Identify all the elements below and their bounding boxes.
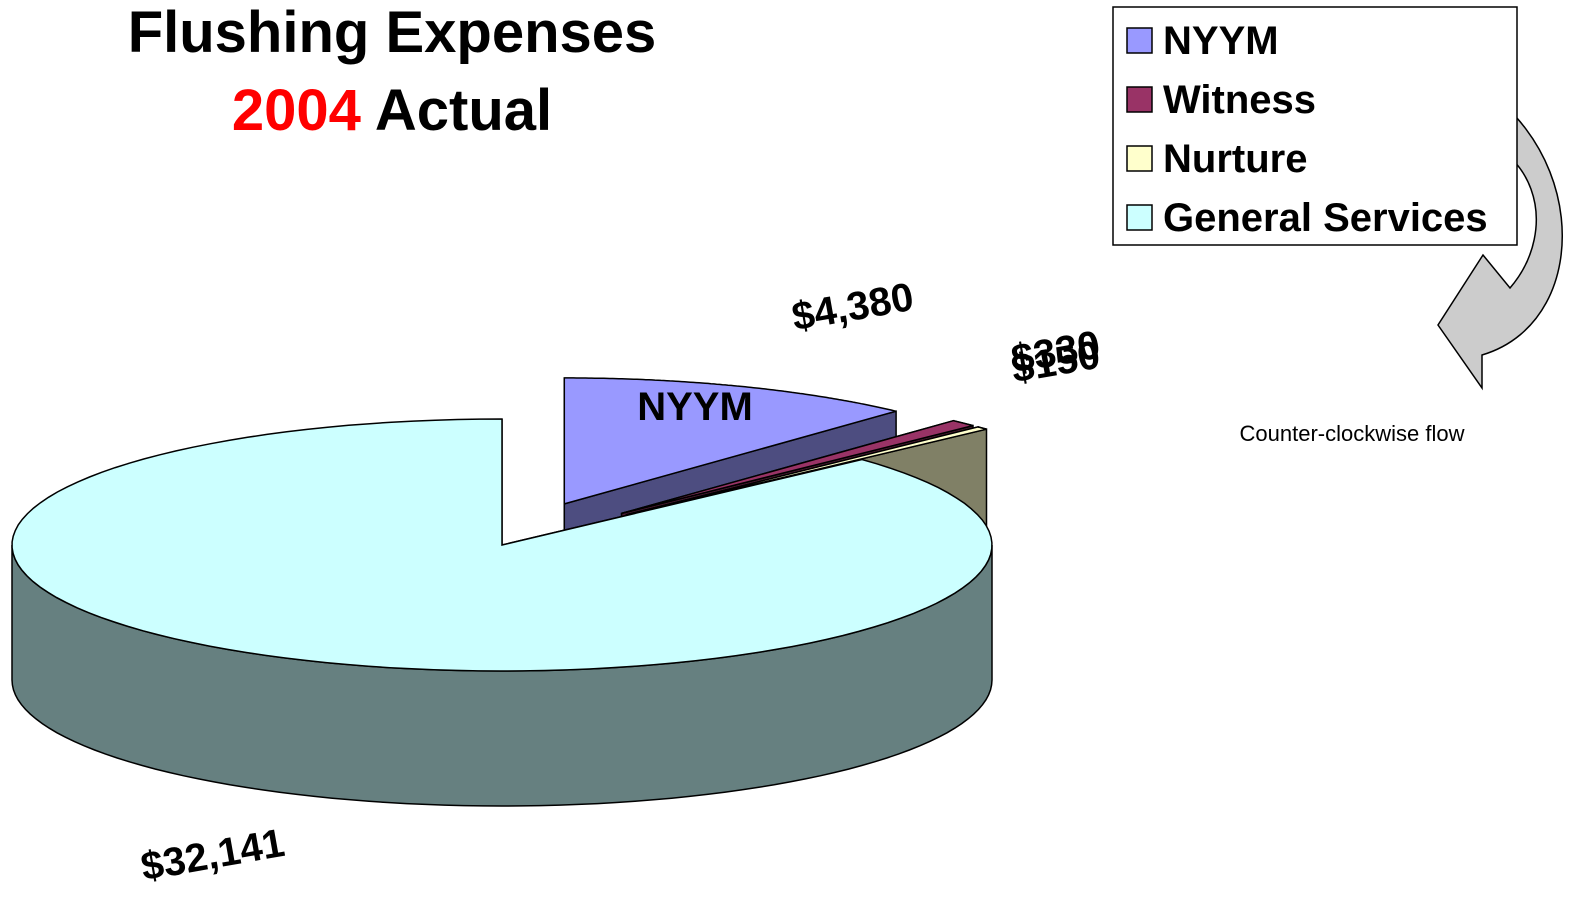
slice	[626, 426, 987, 516]
legend-label: General Services	[1163, 196, 1488, 240]
value-label: $4,380	[789, 275, 917, 340]
chart-title: Flushing Expenses	[128, 0, 657, 65]
slice-label: NYYM	[637, 385, 753, 429]
legend-swatch	[1126, 145, 1153, 172]
subtitle-text: Actual	[375, 78, 552, 143]
legend-box	[1112, 6, 1518, 246]
slice	[621, 419, 974, 515]
annotation: Counter-clockwise flow	[1240, 421, 1465, 446]
value-label: $32,141	[138, 821, 288, 889]
legend-swatch	[1126, 204, 1153, 231]
legend: NYYM Witness Nurture General Services	[1112, 6, 1518, 246]
legend-swatch	[1126, 86, 1153, 113]
slice	[11, 418, 993, 672]
legend-label: Witness	[1163, 78, 1316, 122]
slice	[563, 377, 897, 505]
chart-subtitle: 2004 Actual	[232, 78, 552, 143]
pie: NYYM$4,380$330$150$32,141	[11, 275, 1103, 889]
legend-label: Nurture	[1163, 137, 1307, 181]
subtitle-year: 2004	[232, 78, 361, 143]
legend-swatch	[1126, 27, 1153, 54]
legend-label: NYYM	[1163, 19, 1279, 63]
